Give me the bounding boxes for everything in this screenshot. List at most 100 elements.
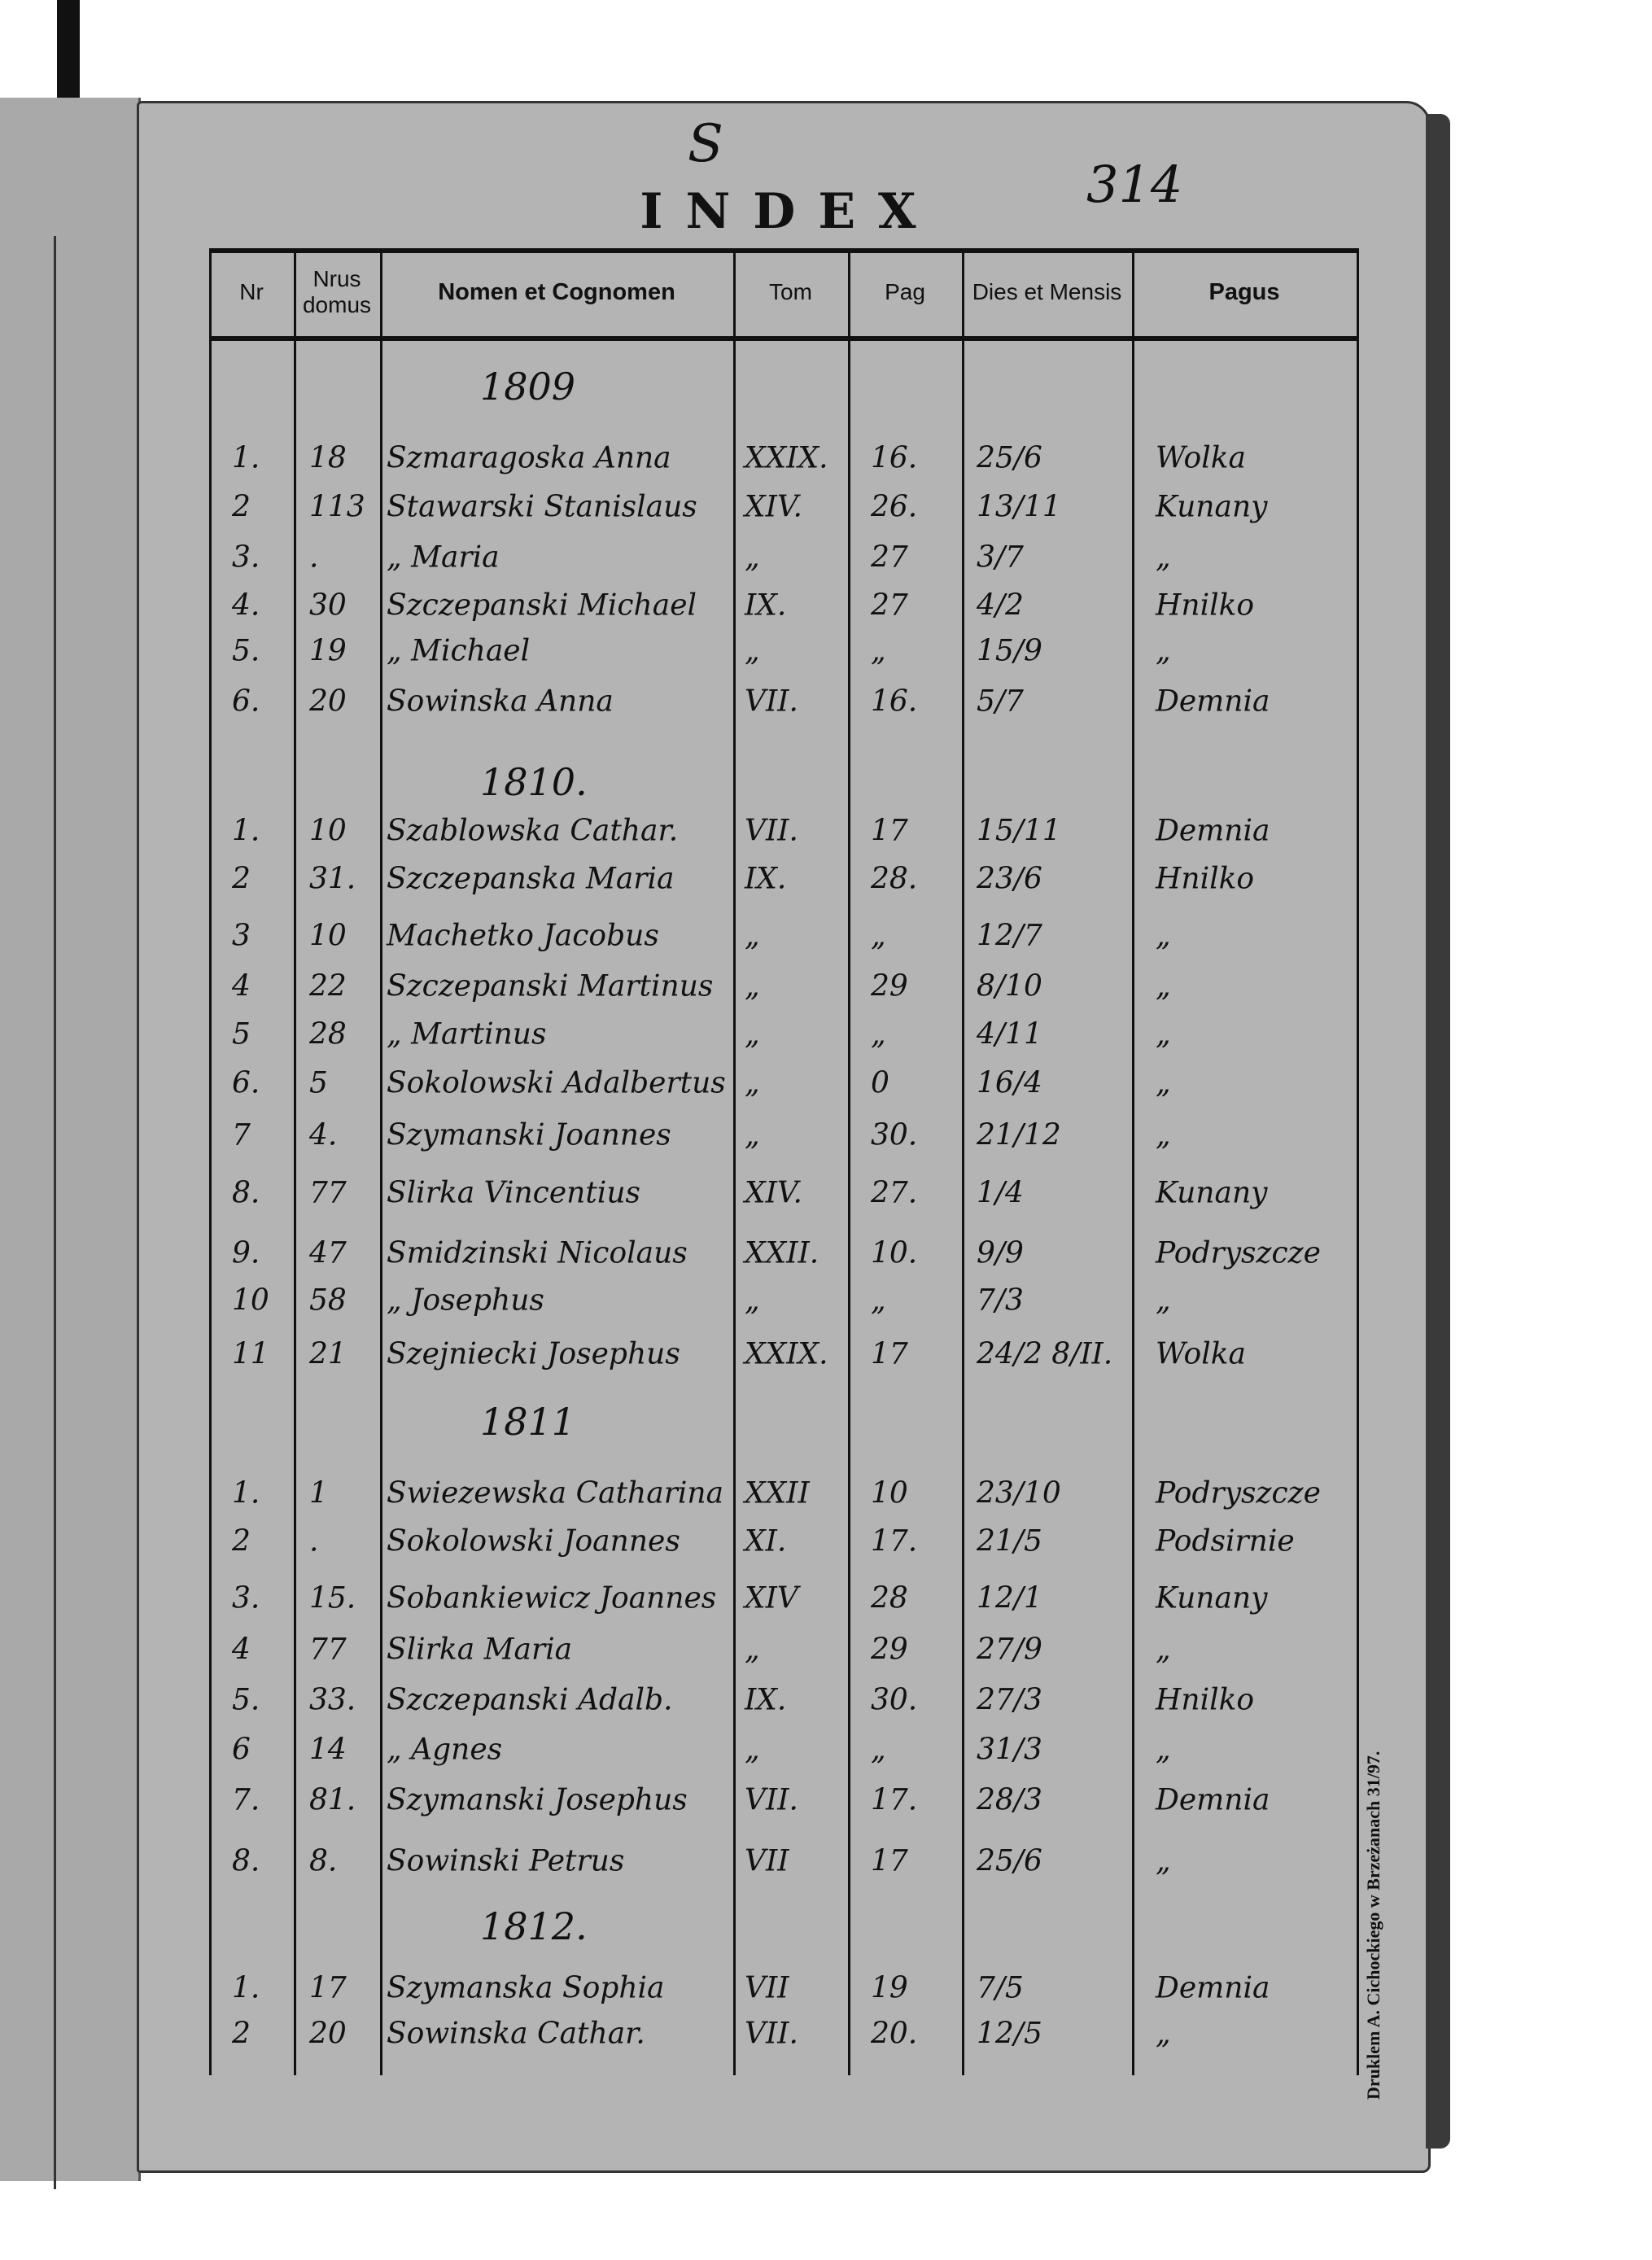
cell-tom: IX.: [745, 588, 787, 623]
cell-date: 21/5: [977, 1524, 1042, 1558]
cell-pagus: Demnia: [1156, 814, 1270, 848]
cell-tom: XI.: [745, 1524, 787, 1558]
cell-pag: 27: [871, 588, 908, 623]
cell-date: 7/5: [977, 1971, 1024, 2005]
cell-tom: XXII.: [745, 1236, 819, 1270]
cell-house-number: 15.: [309, 1581, 356, 1615]
cell-tom: XXIX.: [745, 441, 828, 475]
cell-name: Sowinska Anna: [387, 684, 614, 719]
cell-pagus: „: [1156, 1066, 1171, 1100]
cell-tom: VII: [745, 1844, 789, 1878]
cell-pag: „: [871, 1283, 886, 1318]
year-heading: 1812.: [480, 1904, 588, 1948]
cell-pag: 30.: [871, 1118, 918, 1152]
book-spine: [1426, 114, 1450, 2149]
cell-name: „ Maria: [387, 540, 500, 575]
cell-tom: „: [745, 1283, 760, 1318]
cell-name: Smidzinski Nicolaus: [387, 1236, 688, 1270]
cell-tom: XXII: [745, 1476, 810, 1510]
cell-nr: 5.: [232, 634, 260, 668]
cell-pag: 30.: [871, 1683, 918, 1717]
column-rule: [380, 248, 382, 2075]
cell-name: „ Agnes: [387, 1733, 503, 1767]
cell-pagus: Demnia: [1156, 684, 1270, 719]
cell-pag: „: [871, 919, 886, 953]
cell-pagus: „: [1156, 1844, 1171, 1878]
cell-nr: 6.: [232, 1066, 260, 1100]
cell-house-number: 21: [309, 1337, 347, 1371]
cell-date: 12/7: [977, 919, 1042, 953]
page-title: INDEX: [640, 183, 939, 240]
cell-name: Szymanski Joannes: [387, 1118, 671, 1152]
cell-nr: 2: [232, 862, 251, 896]
cell-nr: 7: [232, 1118, 251, 1152]
cell-pagus: Podsirnie: [1156, 1524, 1295, 1558]
cell-pag: 17.: [871, 1524, 918, 1558]
table-top-rule: [209, 248, 1359, 253]
cell-house-number: 19: [309, 634, 347, 668]
column-header: Nr: [239, 279, 264, 304]
cell-tom: „: [745, 1118, 760, 1152]
cell-nr: 4: [232, 1633, 251, 1667]
cell-pag: 17: [871, 814, 908, 848]
cell-name: Swiezewska Catharina: [387, 1476, 724, 1510]
column-rule: [1357, 248, 1359, 2075]
cell-pagus: Hnilko: [1156, 588, 1255, 623]
cell-name: Szczepanski Michael: [387, 588, 697, 623]
cell-nr: 1.: [232, 1476, 260, 1510]
header-bottom-rule: [209, 336, 1359, 341]
cell-pag: 28: [871, 1581, 908, 1615]
cell-nr: 6.: [232, 684, 260, 719]
cell-pag: 27: [871, 540, 908, 575]
cell-pag: „: [871, 1017, 886, 1051]
cell-date: 7/3: [977, 1283, 1024, 1318]
cell-tom: „: [745, 1733, 760, 1767]
cell-pag: 10.: [871, 1236, 918, 1270]
cell-nr: 3.: [232, 1581, 260, 1615]
cell-pag: 10: [871, 1476, 908, 1510]
cell-date: 12/1: [977, 1581, 1042, 1615]
cell-house-number: 58: [309, 1283, 347, 1318]
cell-pag: 17: [871, 1844, 908, 1878]
cell-house-number: 77: [309, 1633, 347, 1667]
cell-house-number: 81.: [309, 1783, 356, 1817]
cell-tom: VII: [745, 1971, 789, 2005]
cell-house-number: 28: [309, 1017, 347, 1051]
cell-date: 3/7: [977, 540, 1024, 575]
cell-tom: XIV.: [745, 490, 802, 524]
cell-house-number: 17: [309, 1971, 347, 2005]
cell-date: 24/2 8/II.: [977, 1337, 1113, 1371]
cell-nr: 1.: [232, 814, 260, 848]
cell-name: Slirka Vincentius: [387, 1176, 640, 1210]
cell-pagus: „: [1156, 969, 1171, 1003]
cell-name: Sokolowski Joannes: [387, 1524, 680, 1558]
left-page-edge: [0, 98, 141, 2189]
cell-pag: 28.: [871, 862, 918, 896]
cell-pagus: Kunany: [1156, 490, 1268, 524]
scan-border: [57, 0, 80, 106]
cell-pagus: Demnia: [1156, 1971, 1270, 2005]
cell-tom: VII.: [745, 814, 798, 848]
cell-pagus: „: [1156, 540, 1171, 575]
cell-house-number: 4.: [309, 1118, 338, 1152]
cell-tom: XIV.: [745, 1176, 802, 1210]
cell-date: 4/11: [977, 1017, 1042, 1051]
cell-nr: 7.: [232, 1783, 260, 1817]
cell-name: Slirka Maria: [387, 1633, 573, 1667]
cell-tom: „: [745, 540, 760, 575]
cell-pag: 16.: [871, 684, 918, 719]
cell-pag: 16.: [871, 441, 918, 475]
cell-nr: 3: [232, 919, 251, 953]
year-heading: 1811: [480, 1400, 576, 1444]
cell-name: Szymanska Sophia: [387, 1971, 665, 2005]
cell-name: Sowinska Cathar.: [387, 2017, 645, 2051]
cell-nr: 8.: [232, 1176, 260, 1210]
cell-tom: „: [745, 969, 760, 1003]
cell-pagus: „: [1156, 919, 1171, 953]
cell-pag: 29: [871, 1633, 908, 1667]
cell-pagus: „: [1156, 2017, 1171, 2051]
cell-nr: 5.: [232, 1683, 260, 1717]
cell-name: Sokolowski Adalbertus: [387, 1066, 726, 1100]
cell-nr: 4.: [232, 588, 260, 623]
cell-pagus: Podryszcze: [1156, 1236, 1321, 1270]
